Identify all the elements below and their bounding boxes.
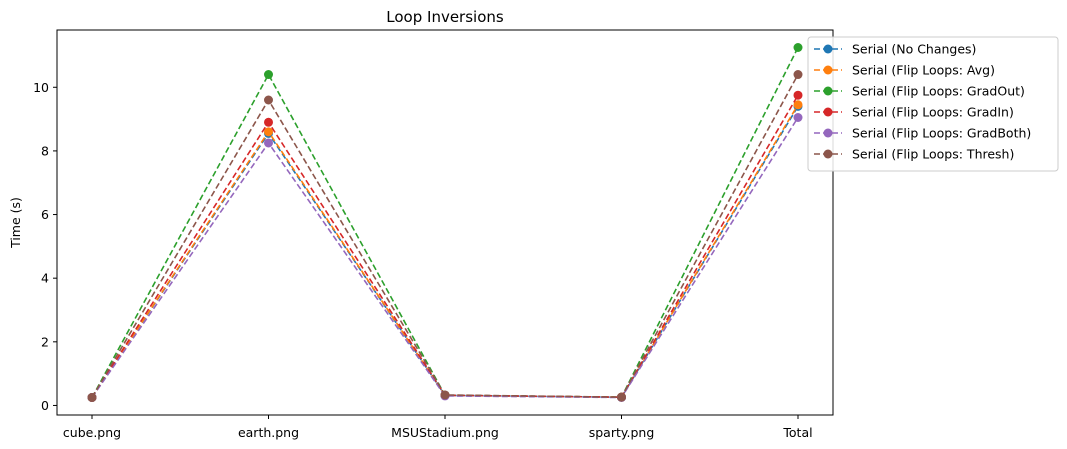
legend-item: Serial (Flip Loops: Avg) (814, 63, 995, 78)
data-point (793, 90, 803, 100)
series-line (91, 94, 799, 398)
axis-layer: 0 2 4 6 8 10 cube.png earth.png MSUStadium.png sp… (33, 80, 813, 440)
legend-item: Serial (Flip Loops: GradBoth) (814, 126, 1031, 141)
legend-item: Serial (Flip Loops: GradIn) (814, 105, 1014, 120)
legend-label: Serial (Flip Loops: GradIn) (852, 105, 1014, 120)
legend: Serial (No Changes) Serial (Flip Loops: A… (807, 36, 1059, 172)
y-axis-label: Time (s) (8, 197, 23, 249)
legend-label: Serial (Flip Loops: Avg) (852, 63, 995, 78)
chart-title: Loop Inversions (386, 8, 504, 26)
legend-marker (823, 128, 833, 138)
series-3 (87, 43, 803, 402)
x-tick-label: sparty.png (589, 425, 655, 440)
y-tick-label: 6 (41, 207, 49, 222)
series-line (91, 47, 799, 398)
x-tick-label: cube.png (63, 425, 121, 440)
series-line (91, 74, 799, 398)
data-point (264, 117, 273, 127)
y-tick-label: 10 (33, 80, 49, 95)
data-point (264, 95, 273, 105)
y-tick-label: 0 (41, 398, 49, 413)
series-4 (87, 90, 803, 402)
legend-marker (823, 149, 833, 159)
data-point (264, 70, 273, 80)
series-5 (87, 113, 803, 402)
data-point (793, 100, 803, 110)
x-tick-label: Total (782, 425, 812, 440)
legend-item: Serial (No Changes) (814, 42, 976, 57)
data-point (440, 390, 450, 400)
x-tick-label: earth.png (238, 425, 299, 440)
legend-marker (823, 86, 833, 96)
series-layer (87, 43, 803, 402)
data-point (617, 392, 626, 402)
legend-marker (823, 65, 833, 75)
data-point (87, 393, 97, 402)
legend-label: Serial (Flip Loops: GradBoth) (852, 126, 1031, 141)
x-tick-label: MSUStadium.png (391, 425, 499, 440)
series-line (91, 105, 799, 398)
legend-label: Serial (Flip Loops: Thresh) (852, 147, 1014, 162)
y-tick-label: 4 (41, 271, 49, 286)
legend-label: Serial (Flip Loops: GradOut) (852, 84, 1025, 99)
y-tick-label: 2 (41, 334, 49, 349)
data-point (264, 127, 273, 137)
data-point (264, 138, 273, 148)
series-6 (87, 70, 803, 402)
data-point (793, 113, 803, 122)
y-tick-label: 8 (41, 143, 49, 158)
legend-box (807, 36, 1059, 172)
series-line (91, 117, 799, 399)
legend-item: Serial (Flip Loops: GradOut) (814, 84, 1025, 99)
legend-marker (823, 107, 833, 117)
legend-label: Serial (No Changes) (852, 42, 976, 57)
series-line (91, 104, 799, 398)
data-point (793, 43, 803, 52)
legend-marker (823, 44, 833, 54)
legend-item: Serial (Flip Loops: Thresh) (814, 147, 1014, 162)
data-point (793, 70, 803, 80)
